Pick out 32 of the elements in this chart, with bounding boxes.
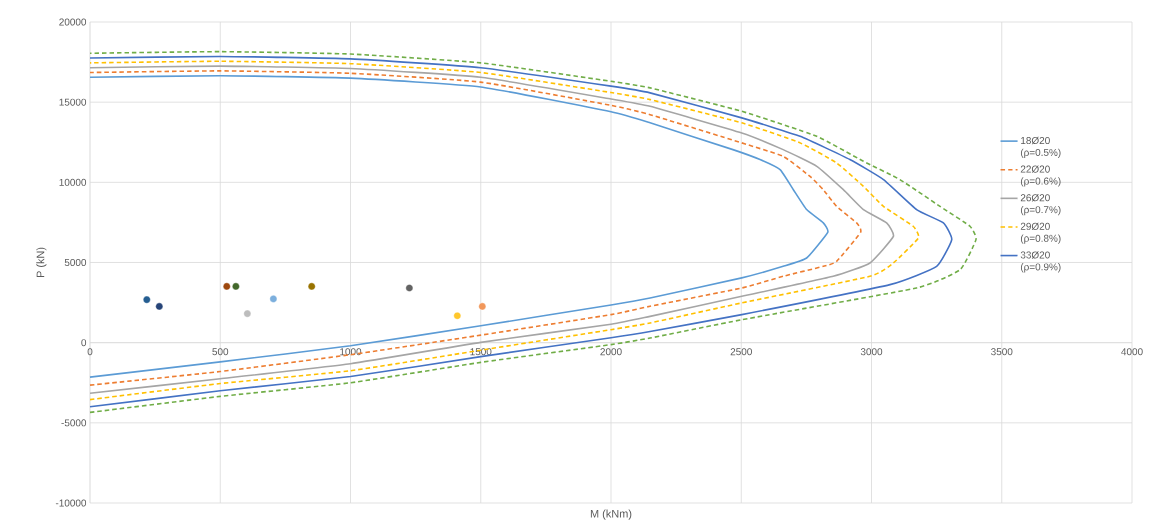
x-axis-title: M (kNm) — [590, 509, 632, 520]
x-tick-label: 4000 — [1121, 348, 1143, 356]
y-tick-label: 10000 — [59, 178, 87, 186]
point — [478, 302, 487, 311]
x-tick-label: 3500 — [991, 348, 1013, 356]
point — [155, 302, 164, 311]
y-tick-label: 5000 — [64, 258, 87, 267]
legend-label: 26Ø20 (ρ=0.7%) — [1020, 194, 1061, 216]
x-tick-label: 3000 — [860, 348, 883, 356]
x-tick-label: 500 — [212, 348, 229, 356]
legend-label: 18Ø20 (ρ=0.5%) — [1020, 136, 1061, 158]
point — [142, 295, 151, 304]
point — [243, 309, 252, 318]
point — [232, 282, 240, 291]
y-tick-label: 0 — [81, 339, 87, 347]
point — [269, 295, 278, 303]
point — [307, 282, 316, 291]
x-tick-label: 1500 — [470, 348, 492, 356]
legend-label: 33Ø20 (ρ=0.9%) — [1020, 251, 1061, 273]
point — [453, 311, 462, 320]
point — [222, 282, 231, 291]
legend-label: 29Ø20 (ρ=0.8%) — [1020, 222, 1061, 244]
y-tick-label: 15000 — [59, 98, 87, 106]
x-tick-label: 2000 — [600, 348, 622, 356]
x-tick-label: 0 — [87, 348, 93, 356]
point — [405, 284, 414, 292]
x-tick-label: 2500 — [730, 348, 752, 356]
y-tick-label: -5000 — [61, 419, 87, 427]
y-axis-title: P (kN) — [36, 247, 47, 278]
y-tick-label: 20000 — [59, 18, 87, 26]
legend-label: 22Ø20 (ρ=0.6%) — [1020, 165, 1061, 187]
y-tick-label: -10000 — [55, 499, 87, 507]
